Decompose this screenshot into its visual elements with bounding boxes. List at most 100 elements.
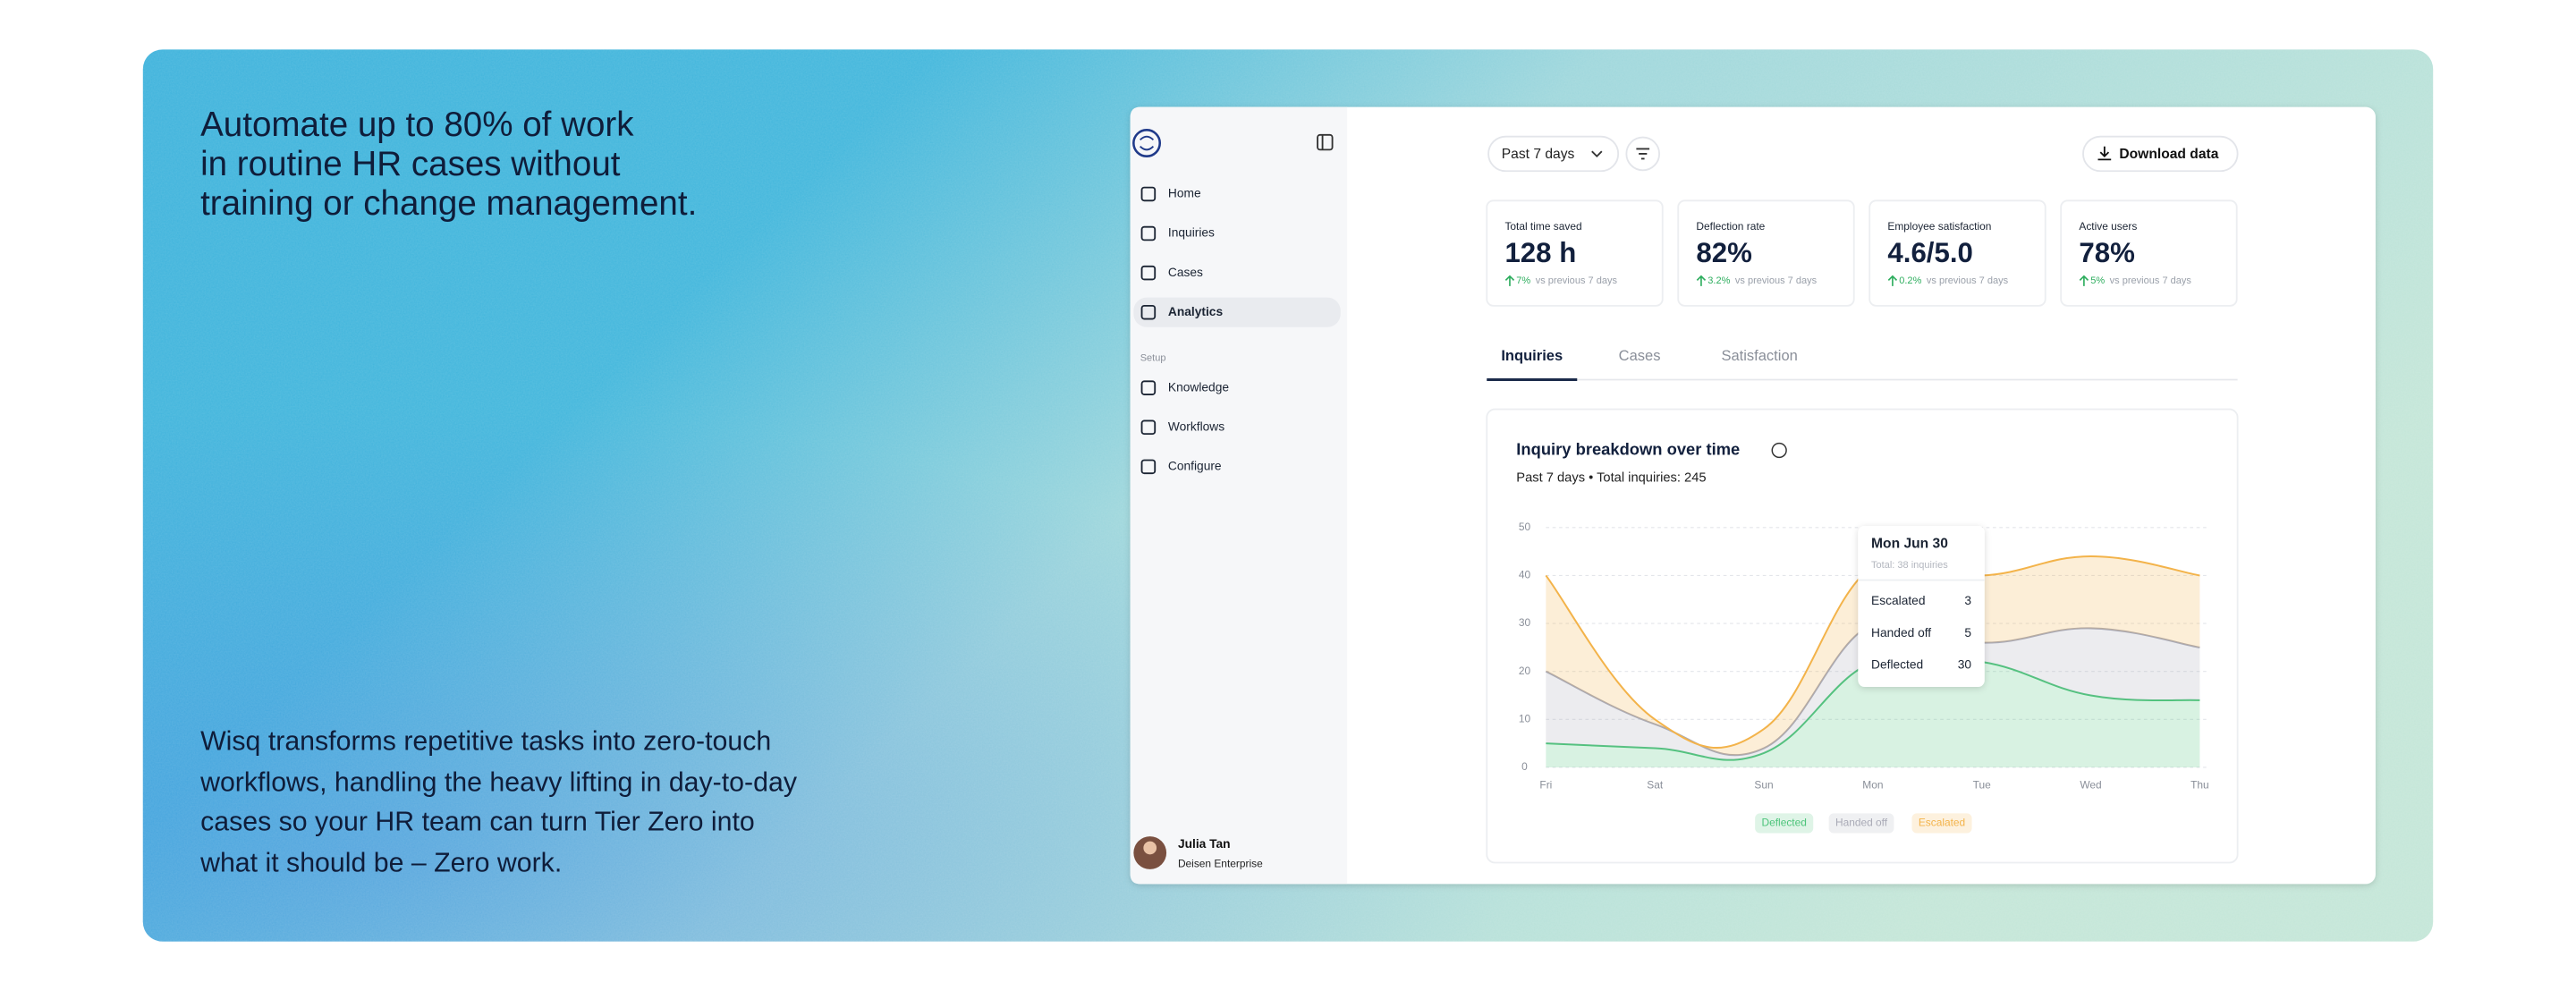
nav: Home Inquiries Cases Analytics Knowledge Work… <box>1140 187 1229 475</box>
area <box>1546 652 2200 767</box>
kpi-change: 0.2% <box>1899 275 1921 286</box>
y-tick-label: 50 <box>1519 521 1531 533</box>
area <box>1546 617 2200 760</box>
x-tick-label: Fri <box>1539 778 1552 791</box>
kpi-compare: vs previous 7 days <box>1735 275 1818 286</box>
body-text: workflows, handling the heavy lifting in… <box>199 767 798 797</box>
nav-item[interactable]: Analytics <box>1168 305 1224 318</box>
kpi-label: Deflection rate <box>1696 220 1765 233</box>
nav-icon <box>1140 459 1157 475</box>
logo <box>1132 129 1162 157</box>
y-tick-label: 20 <box>1519 665 1531 677</box>
kpi-value: 4.6/5.0 <box>1887 237 1972 268</box>
nav-icon <box>1140 380 1157 395</box>
download-button[interactable] <box>2082 135 2239 173</box>
kpi-card <box>1868 199 2046 307</box>
tooltip-row-value: 30 <box>1958 658 1972 672</box>
headline: in routine HR cases without <box>200 145 621 183</box>
legend-label: Deflected <box>1762 817 1807 829</box>
kpi-card <box>2060 199 2238 307</box>
nav-item[interactable]: Home <box>1168 187 1201 200</box>
y-tick-label: 0 <box>1521 760 1528 773</box>
y-tick-label: 30 <box>1519 616 1531 629</box>
nav-icon <box>1140 304 1157 320</box>
body-text: Wisq transforms repetitive tasks into ze… <box>200 726 771 756</box>
kpi-arrow <box>2079 275 2089 286</box>
download-label: Download data <box>2119 147 2218 162</box>
kpi-arrow <box>1504 275 1515 286</box>
legend-chip <box>1828 813 1894 834</box>
period-label: Past 7 days <box>1502 147 1575 162</box>
info-icon[interactable] <box>1771 442 1787 459</box>
x-tick-label: Sun <box>1754 778 1773 791</box>
headline: Automate up to 80% of work <box>200 106 634 144</box>
y-tick-label: 10 <box>1519 713 1531 725</box>
legend-label: Handed off <box>1835 817 1888 829</box>
nav-icon <box>1140 225 1157 241</box>
nav-icon <box>1140 265 1157 281</box>
nav-icon <box>1140 419 1157 436</box>
nav-item[interactable]: Configure <box>1168 459 1222 472</box>
kpi-change: 5% <box>2090 275 2105 286</box>
filter-icon <box>1636 148 1650 160</box>
tooltip-row-label: Handed off <box>1871 626 1931 639</box>
tooltip-row-value: 3 <box>1964 594 1971 607</box>
x-tick-label: Thu <box>2190 778 2209 791</box>
tab[interactable]: Satisfaction <box>1721 347 1797 364</box>
chart-subtitle: Past 7 days • Total inquiries: 245 <box>1516 471 1706 486</box>
sidebar <box>1130 106 1348 885</box>
hero-text: Automate up to 80% of work in routine HR… <box>199 106 798 878</box>
nav-active-bg <box>1133 297 1341 327</box>
tooltip-rows: Escalated 3 Handed off 5 Deflected 30 <box>1871 594 1971 672</box>
legend-chip <box>1911 813 1972 834</box>
x-tick-label: Tue <box>1973 778 1991 791</box>
tooltip-row-label: Deflected <box>1871 658 1923 672</box>
kpi-label: Employee satisfaction <box>1887 220 1991 233</box>
nav-item[interactable]: Knowledge <box>1168 380 1229 394</box>
kpi-compare: vs previous 7 days <box>1927 275 2009 286</box>
headline: training or change management. <box>200 184 697 223</box>
avatar-face <box>1143 841 1157 855</box>
x-tick-label: Sat <box>1647 778 1664 791</box>
nav-item[interactable]: Cases <box>1168 266 1203 279</box>
download-icon <box>2097 146 2112 161</box>
legend-label: Escalated <box>1919 817 1965 829</box>
tooltip-row-value: 5 <box>1964 626 1971 639</box>
period-button[interactable] <box>1487 135 1620 173</box>
tab[interactable]: Inquiries <box>1501 347 1563 364</box>
tabs: Inquiries Cases Satisfaction <box>1501 347 1798 364</box>
kpi-change: 7% <box>1516 275 1530 286</box>
kpi-value: 82% <box>1696 237 1751 268</box>
x-tick-label: Wed <box>2080 778 2101 791</box>
tooltip-row-label: Escalated <box>1871 594 1925 607</box>
kpi-compare: vs previous 7 days <box>1536 275 1618 286</box>
kpi-row: Total time saved 128 h 7% vs previous 7 day… <box>1486 199 2238 307</box>
kpi-arrow <box>1696 275 1707 286</box>
body-text: what it should be – Zero work. <box>199 848 562 877</box>
kpi-value: 128 h <box>1504 237 1576 268</box>
kpi-compare: vs previous 7 days <box>2110 275 2192 286</box>
tooltip-date: Mon Jun 30 <box>1871 536 1948 551</box>
nav-section: Setup <box>1140 353 1166 364</box>
tooltip-box <box>1858 525 1985 687</box>
nav-item[interactable]: Workflows <box>1168 419 1224 433</box>
area <box>1546 555 2200 756</box>
kpi-value: 78% <box>2079 237 2134 268</box>
sidebar-toggle[interactable] <box>1317 133 1334 151</box>
y-tick-label: 40 <box>1519 569 1531 581</box>
tab[interactable]: Cases <box>1619 347 1661 364</box>
user-org: Deisen Enterprise <box>1178 858 1263 870</box>
kpi-label: Total time saved <box>1504 220 1581 233</box>
legend: Deflected Handed off Escalated <box>1755 813 1972 834</box>
area-line <box>1545 554 2200 749</box>
kpi-change: 3.2% <box>1707 275 1730 286</box>
legend-chip <box>1755 813 1814 834</box>
kpi-label: Active users <box>2079 220 2137 233</box>
kpi-card <box>1677 199 1855 307</box>
kpi-card <box>1486 199 1664 307</box>
logo-mark <box>1140 135 1155 151</box>
nav-item[interactable]: Inquiries <box>1168 226 1215 240</box>
chevron <box>1591 150 1603 158</box>
tooltip-total: Total: 38 inquiries <box>1871 560 1948 571</box>
